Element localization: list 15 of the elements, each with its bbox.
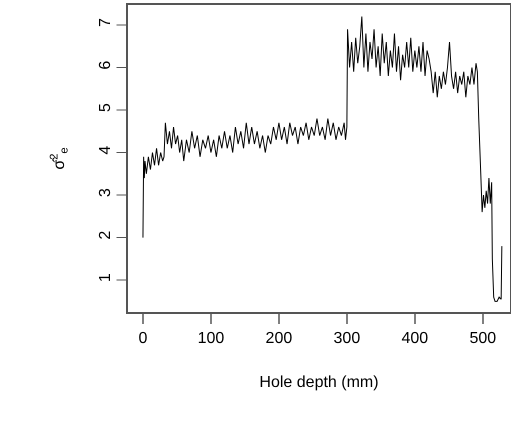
y-tick-label: 1 bbox=[96, 273, 114, 282]
x-tick-label: 0 bbox=[138, 330, 148, 347]
x-tick-label: 500 bbox=[469, 330, 496, 347]
y-tick-label: 6 bbox=[96, 60, 114, 70]
y-tick-label: 4 bbox=[96, 146, 114, 155]
x-tick-label: 200 bbox=[266, 330, 292, 347]
y-tick-label: 7 bbox=[96, 18, 114, 28]
x-tick-label: 100 bbox=[198, 330, 224, 347]
x-axis-title: Hole depth (mm) bbox=[259, 374, 379, 392]
y-tick-label: 3 bbox=[96, 188, 114, 198]
y-tick-label: 5 bbox=[96, 103, 114, 112]
line-series bbox=[142, 16, 502, 302]
x-tick-label: 400 bbox=[401, 330, 428, 347]
x-tick-label: 300 bbox=[334, 330, 360, 347]
y-tick-label: 2 bbox=[96, 230, 114, 240]
